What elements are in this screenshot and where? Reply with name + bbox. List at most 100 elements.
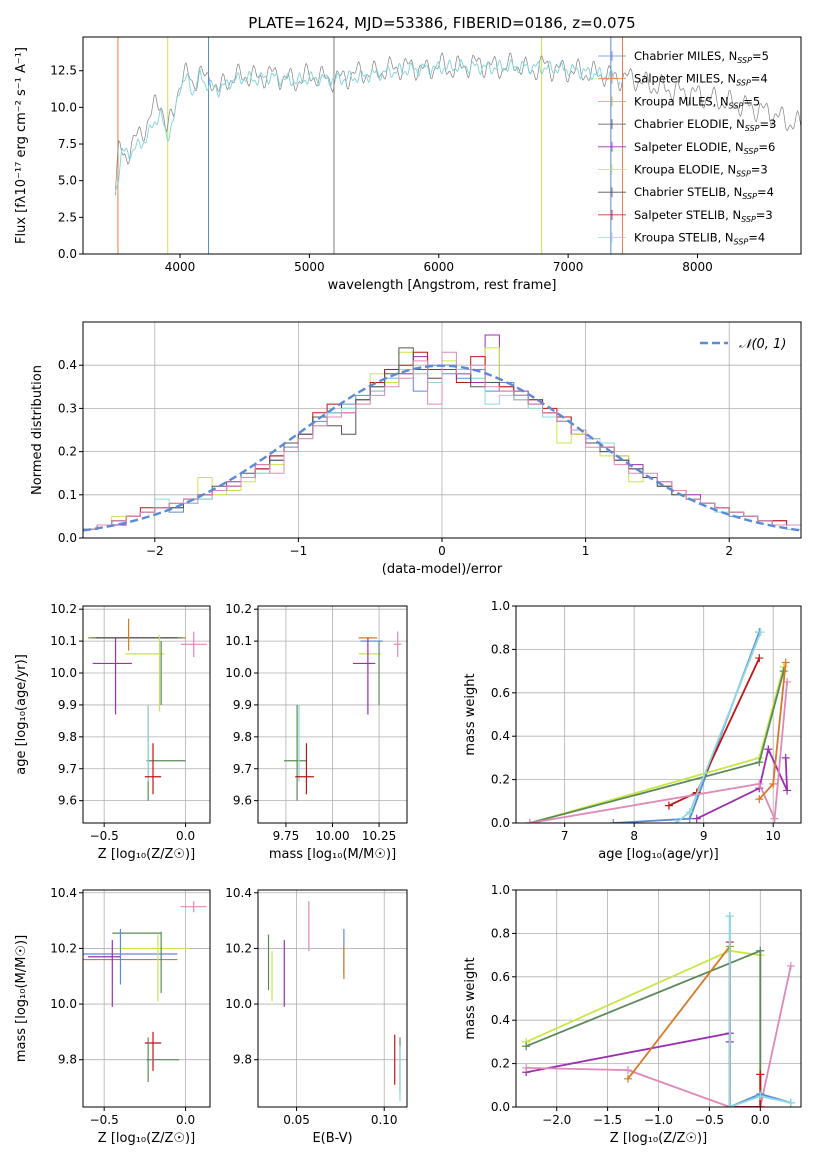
x-tick-label: 4000	[165, 260, 196, 274]
y-axis-label: mass weight	[463, 673, 478, 755]
y-tick-label: 10.1	[50, 634, 77, 648]
weight-marker	[725, 912, 734, 921]
x-tick-label: 0.0	[176, 1113, 195, 1127]
weight-marker	[779, 667, 788, 676]
weight-marker	[623, 1066, 632, 1075]
x-axis-label: E(B-V)	[312, 1131, 352, 1146]
x-tick-label: −1.0	[644, 1113, 673, 1127]
x-tick-label: 0.10	[371, 1113, 398, 1127]
x-axis-label: wavelength [Angstrom, rest frame]	[328, 278, 557, 293]
y-tick-label: 9.7	[58, 762, 77, 776]
weight-marker	[623, 1074, 632, 1083]
chart-title: PLATE=1624, MJD=53386, FIBERID=0186, z=0…	[248, 14, 635, 32]
x-tick-label: −2.0	[542, 1113, 571, 1127]
y-tick-label: 9.8	[58, 730, 77, 744]
weight-marker	[756, 946, 765, 955]
legend-sub: SSP	[737, 56, 752, 65]
legend-suffix: =4	[748, 231, 765, 245]
legend-label: Kroupa ELODIE, NSSP=3	[634, 163, 768, 179]
x-tick-label: 2	[725, 544, 733, 558]
y-tick-label: 0.4	[58, 358, 77, 372]
x-axis-label: Z [log₁₀(Z/Z☉)]	[610, 1131, 707, 1146]
weight-marker	[755, 779, 764, 788]
legend-suffix: =4	[757, 185, 774, 199]
axes-frame	[82, 605, 211, 824]
legend-base: Chabrier STELIB, N	[634, 185, 742, 199]
weight-marker	[756, 628, 765, 637]
plot-area	[525, 628, 792, 823]
y-tick-label: 9.9	[58, 698, 77, 712]
y-tick-label: 10.0	[225, 997, 252, 1011]
panel-spectrum: 4000 5000 6000 7000 8000 0.0 2.5 5.0 7.5 10.0 12.5…	[14, 14, 802, 293]
legend-label: Salpeter STELIB, NSSP=3	[634, 208, 773, 224]
weight-marker	[756, 1092, 765, 1101]
weight-marker	[756, 1070, 765, 1079]
legend-suffix: =4	[751, 72, 768, 86]
axes-frame	[257, 889, 408, 1108]
x-tick-label: −0.5	[90, 1113, 119, 1127]
panel-age_vs_Z: −0.5 0.0 9.6 9.7 9.8 9.9 10.0 10.1 10.2 Z [log₁₀(…	[14, 602, 211, 862]
weight-line-Chabrier STELIB	[525, 949, 762, 1107]
legend-suffix: =5	[743, 94, 760, 108]
y-tick-label: 0.4	[491, 729, 510, 743]
weight-marker	[786, 961, 795, 970]
x-tick-label: 9	[700, 829, 708, 843]
weight-marker	[783, 786, 792, 795]
weight-marker	[755, 795, 764, 804]
x-tick-label: 10.00	[315, 829, 349, 843]
y-tick-label: 0.2	[58, 445, 77, 459]
y-tick-label: 0.2	[491, 1057, 510, 1071]
weight-marker	[770, 814, 779, 823]
weight-marker	[756, 1103, 765, 1107]
axes-frame	[515, 605, 802, 824]
panel-weight_vs_Z: −2.0 −1.5 −1.0 −0.5 0.0 0.0 0.2 0.4 0.6 0.8 1.0 Z […	[463, 883, 802, 1146]
spectrum-series-data	[114, 51, 801, 196]
weight-line-Kroupa ELODIE	[525, 949, 762, 1107]
y-tick-label: 0.4	[491, 1013, 510, 1027]
y-tick-label: 0.1	[58, 488, 77, 502]
panel-mass_vs_Z: −0.5 0.0 9.8 10.0 10.2 10.4 Z [log₁₀(Z/Z☉)] mas…	[14, 886, 211, 1146]
plot-area	[83, 334, 801, 532]
x-tick-label: 0.05	[283, 1113, 310, 1127]
panel-mass_vs_EBV: 0.05 0.10 9.8 10.0 10.2 10.4 E(B-V)	[225, 886, 408, 1146]
legend-base: Chabrier MILES, N	[634, 49, 737, 63]
y-tick-label: 9.8	[233, 730, 252, 744]
legend-base: Kroupa MILES, N	[634, 94, 729, 108]
legend-label: 𝒩(0, 1)	[739, 337, 786, 352]
legend-sub: SSP	[744, 147, 759, 156]
legend-suffix: =6	[758, 140, 775, 154]
y-tick-label: 10.4	[50, 886, 77, 900]
y-axis-label: age [log₁₀(age/yr)]	[14, 654, 29, 775]
legend-sub: SSP	[729, 101, 744, 110]
x-axis-label: (data-model)/error	[382, 562, 503, 577]
axes-frame	[82, 889, 211, 1108]
normal-curve	[83, 364, 801, 532]
x-axis-label: mass [log₁₀(M/M☉)]	[269, 847, 396, 862]
y-tick-label: 9.6	[233, 794, 252, 808]
x-axis-label: Z [log₁₀(Z/Z☉)]	[98, 1131, 195, 1146]
y-tick-label: 5.0	[58, 174, 77, 188]
weight-marker	[755, 758, 764, 767]
legend-label: Chabrier ELODIE, NSSP=3	[634, 117, 776, 133]
x-tick-label: 0	[438, 544, 446, 558]
weight-marker	[671, 819, 680, 823]
y-axis-label: Flux [fλ10⁻¹⁷ erg cm⁻² s⁻¹ A⁻¹]	[14, 47, 29, 244]
y-tick-label: 10.1	[225, 634, 252, 648]
legend-label: Chabrier MILES, NSSP=5	[634, 49, 769, 65]
y-tick-label: 2.5	[58, 210, 77, 224]
weight-marker	[522, 1063, 531, 1072]
x-tick-label: 6000	[423, 260, 454, 274]
legend-label: Kroupa MILES, NSSP=5	[634, 94, 760, 110]
y-tick-label: 10.0	[50, 666, 77, 680]
panel-residuals: −2 −1 0 1 2 0.0 0.1 0.2 0.3 0.4 (data-model)/error…	[30, 321, 802, 577]
weight-marker	[685, 808, 694, 817]
y-tick-label: 10.0	[225, 666, 252, 680]
weight-line-Salpeter STELIB	[728, 942, 762, 1107]
legend-suffix: =3	[756, 208, 773, 222]
x-tick-label: 8000	[682, 260, 713, 274]
legend-base: Kroupa STELIB, N	[634, 231, 734, 245]
legend-base: Salpeter ELODIE, N	[634, 140, 744, 154]
legend-sub: SSP	[742, 192, 757, 201]
weight-line-Kroupa ELODIE	[529, 666, 785, 823]
